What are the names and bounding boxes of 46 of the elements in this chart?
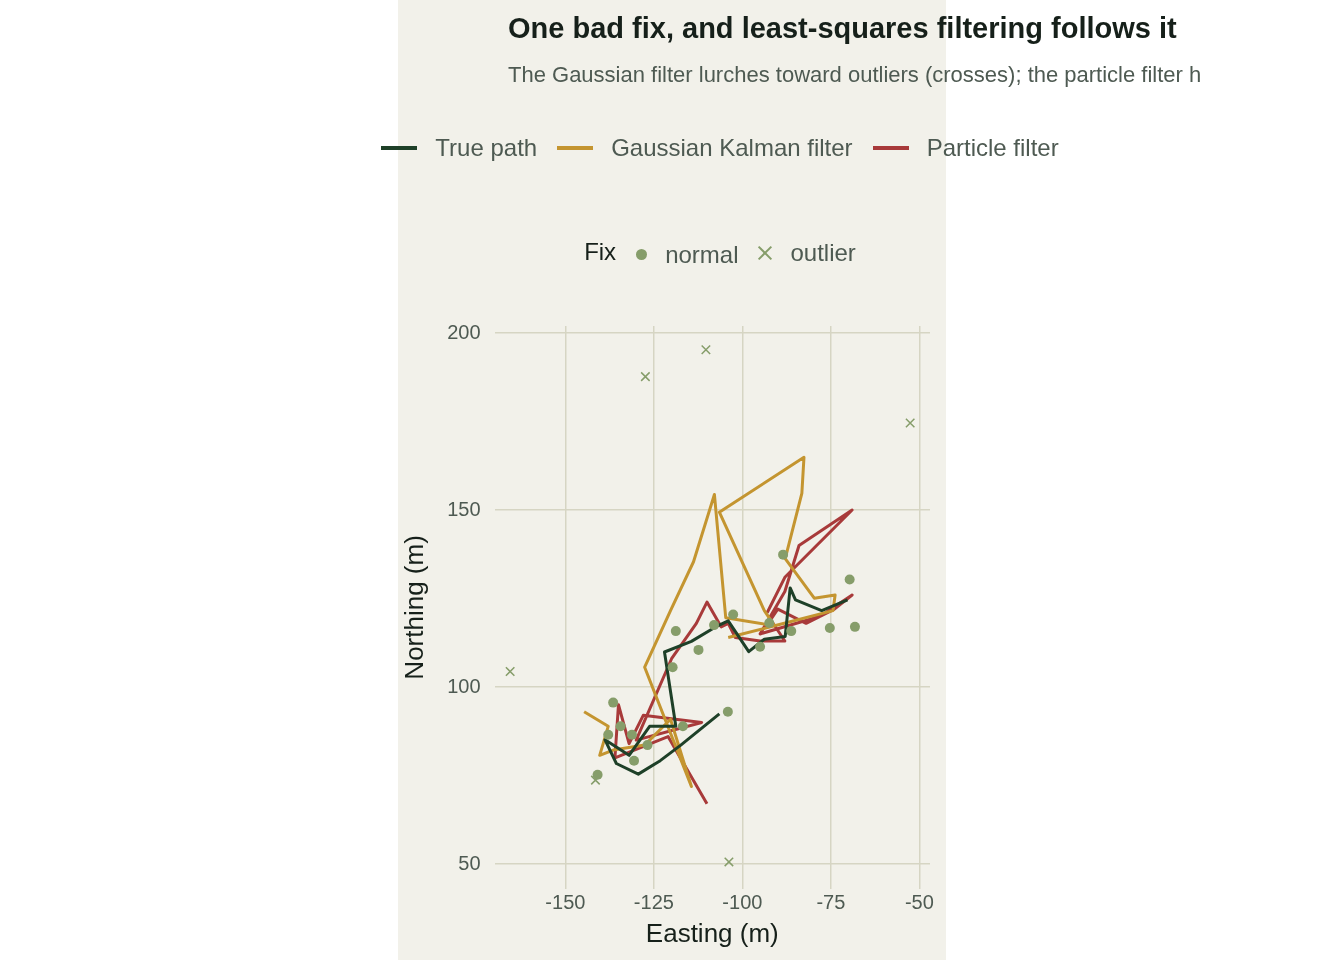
legend-label: True path (435, 134, 538, 162)
point (629, 755, 640, 766)
point (615, 721, 626, 732)
point (640, 371, 651, 382)
point (849, 621, 860, 632)
point (709, 620, 720, 631)
point (722, 706, 733, 717)
point (677, 721, 688, 732)
point (723, 856, 734, 867)
x-tick-label: -100 (722, 891, 763, 914)
point (642, 740, 653, 751)
point (786, 626, 797, 637)
x-axis-title: Easting (m) (645, 917, 779, 948)
point (667, 662, 678, 673)
point (626, 729, 637, 740)
legend-label: Particle filter (926, 134, 1059, 162)
y-tick-label: 150 (447, 497, 481, 520)
legend-title: Fix (584, 238, 617, 266)
legend-label: outlier (790, 239, 856, 267)
x-tick-label: -125 (633, 891, 674, 914)
legend-label: normal (665, 240, 739, 269)
chart-title: One bad fix, and least-squares filtering follows it (508, 12, 1177, 45)
point (590, 775, 601, 786)
point (755, 641, 766, 652)
x-tick-label: -75 (816, 891, 846, 914)
y-axis-title: Northing (m) (398, 535, 429, 680)
point (592, 769, 603, 780)
chart-subtitle: The Gaussian filter lurches toward outliers (crosses); the particle filter h (508, 62, 1202, 88)
x-tick-label: -150 (545, 891, 586, 914)
point (603, 729, 614, 740)
legend-label: Gaussian Kalman filter (611, 134, 853, 162)
point (670, 626, 681, 637)
point (844, 574, 855, 585)
point (905, 417, 916, 428)
x-tick-label: -50 (904, 891, 934, 914)
point (764, 617, 775, 628)
point (505, 666, 516, 677)
point (778, 549, 789, 560)
y-tick-label: 50 (458, 851, 481, 874)
y-tick-label: 200 (447, 320, 481, 343)
point (700, 344, 711, 355)
y-tick-label: 100 (447, 674, 481, 697)
point (608, 697, 619, 708)
point (824, 622, 835, 633)
point (728, 609, 739, 620)
point (693, 644, 704, 655)
